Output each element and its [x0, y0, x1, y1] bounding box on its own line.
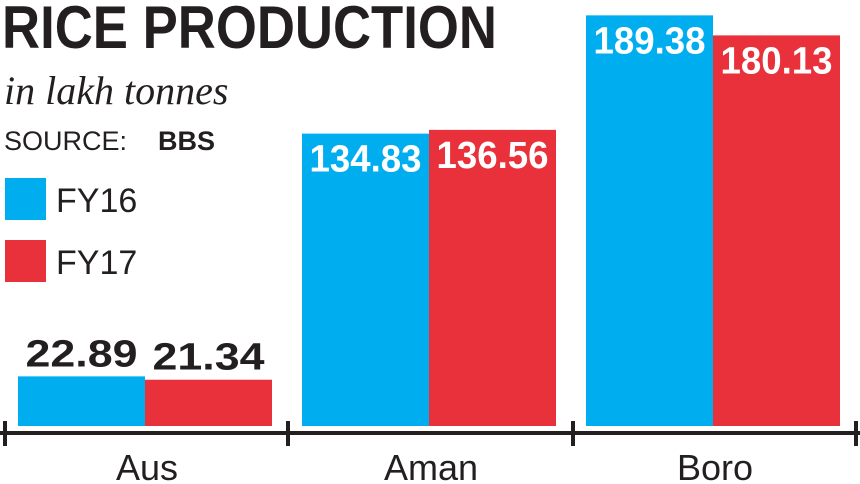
value-label: 21.34: [153, 337, 265, 379]
x-tick-label: Aus: [116, 447, 178, 484]
value-label: 189.38: [594, 20, 706, 62]
bar: [18, 376, 145, 426]
x-tick-label: Aman: [384, 447, 478, 484]
legend-label: FY16: [56, 182, 137, 220]
value-label: 22.89: [26, 333, 138, 375]
source: BBS: [158, 126, 215, 156]
bar: [713, 35, 840, 427]
chart-subtitle: in lakh tonnes: [4, 68, 228, 113]
value-label: 136.56: [437, 135, 549, 177]
bar: [586, 15, 713, 426]
legend-swatch: [5, 240, 46, 282]
x-tick-label: Boro: [677, 447, 753, 484]
value-label: 134.83: [310, 139, 422, 181]
legend-label: FY17: [56, 244, 137, 282]
value-label: 180.13: [721, 40, 833, 82]
bar: [302, 133, 429, 427]
bar: [145, 379, 272, 426]
source-label: SOURCE:: [4, 126, 127, 156]
legend-swatch: [5, 178, 46, 220]
bar: [429, 129, 556, 426]
chart-title: RICE PRODUCTION: [2, 0, 497, 61]
